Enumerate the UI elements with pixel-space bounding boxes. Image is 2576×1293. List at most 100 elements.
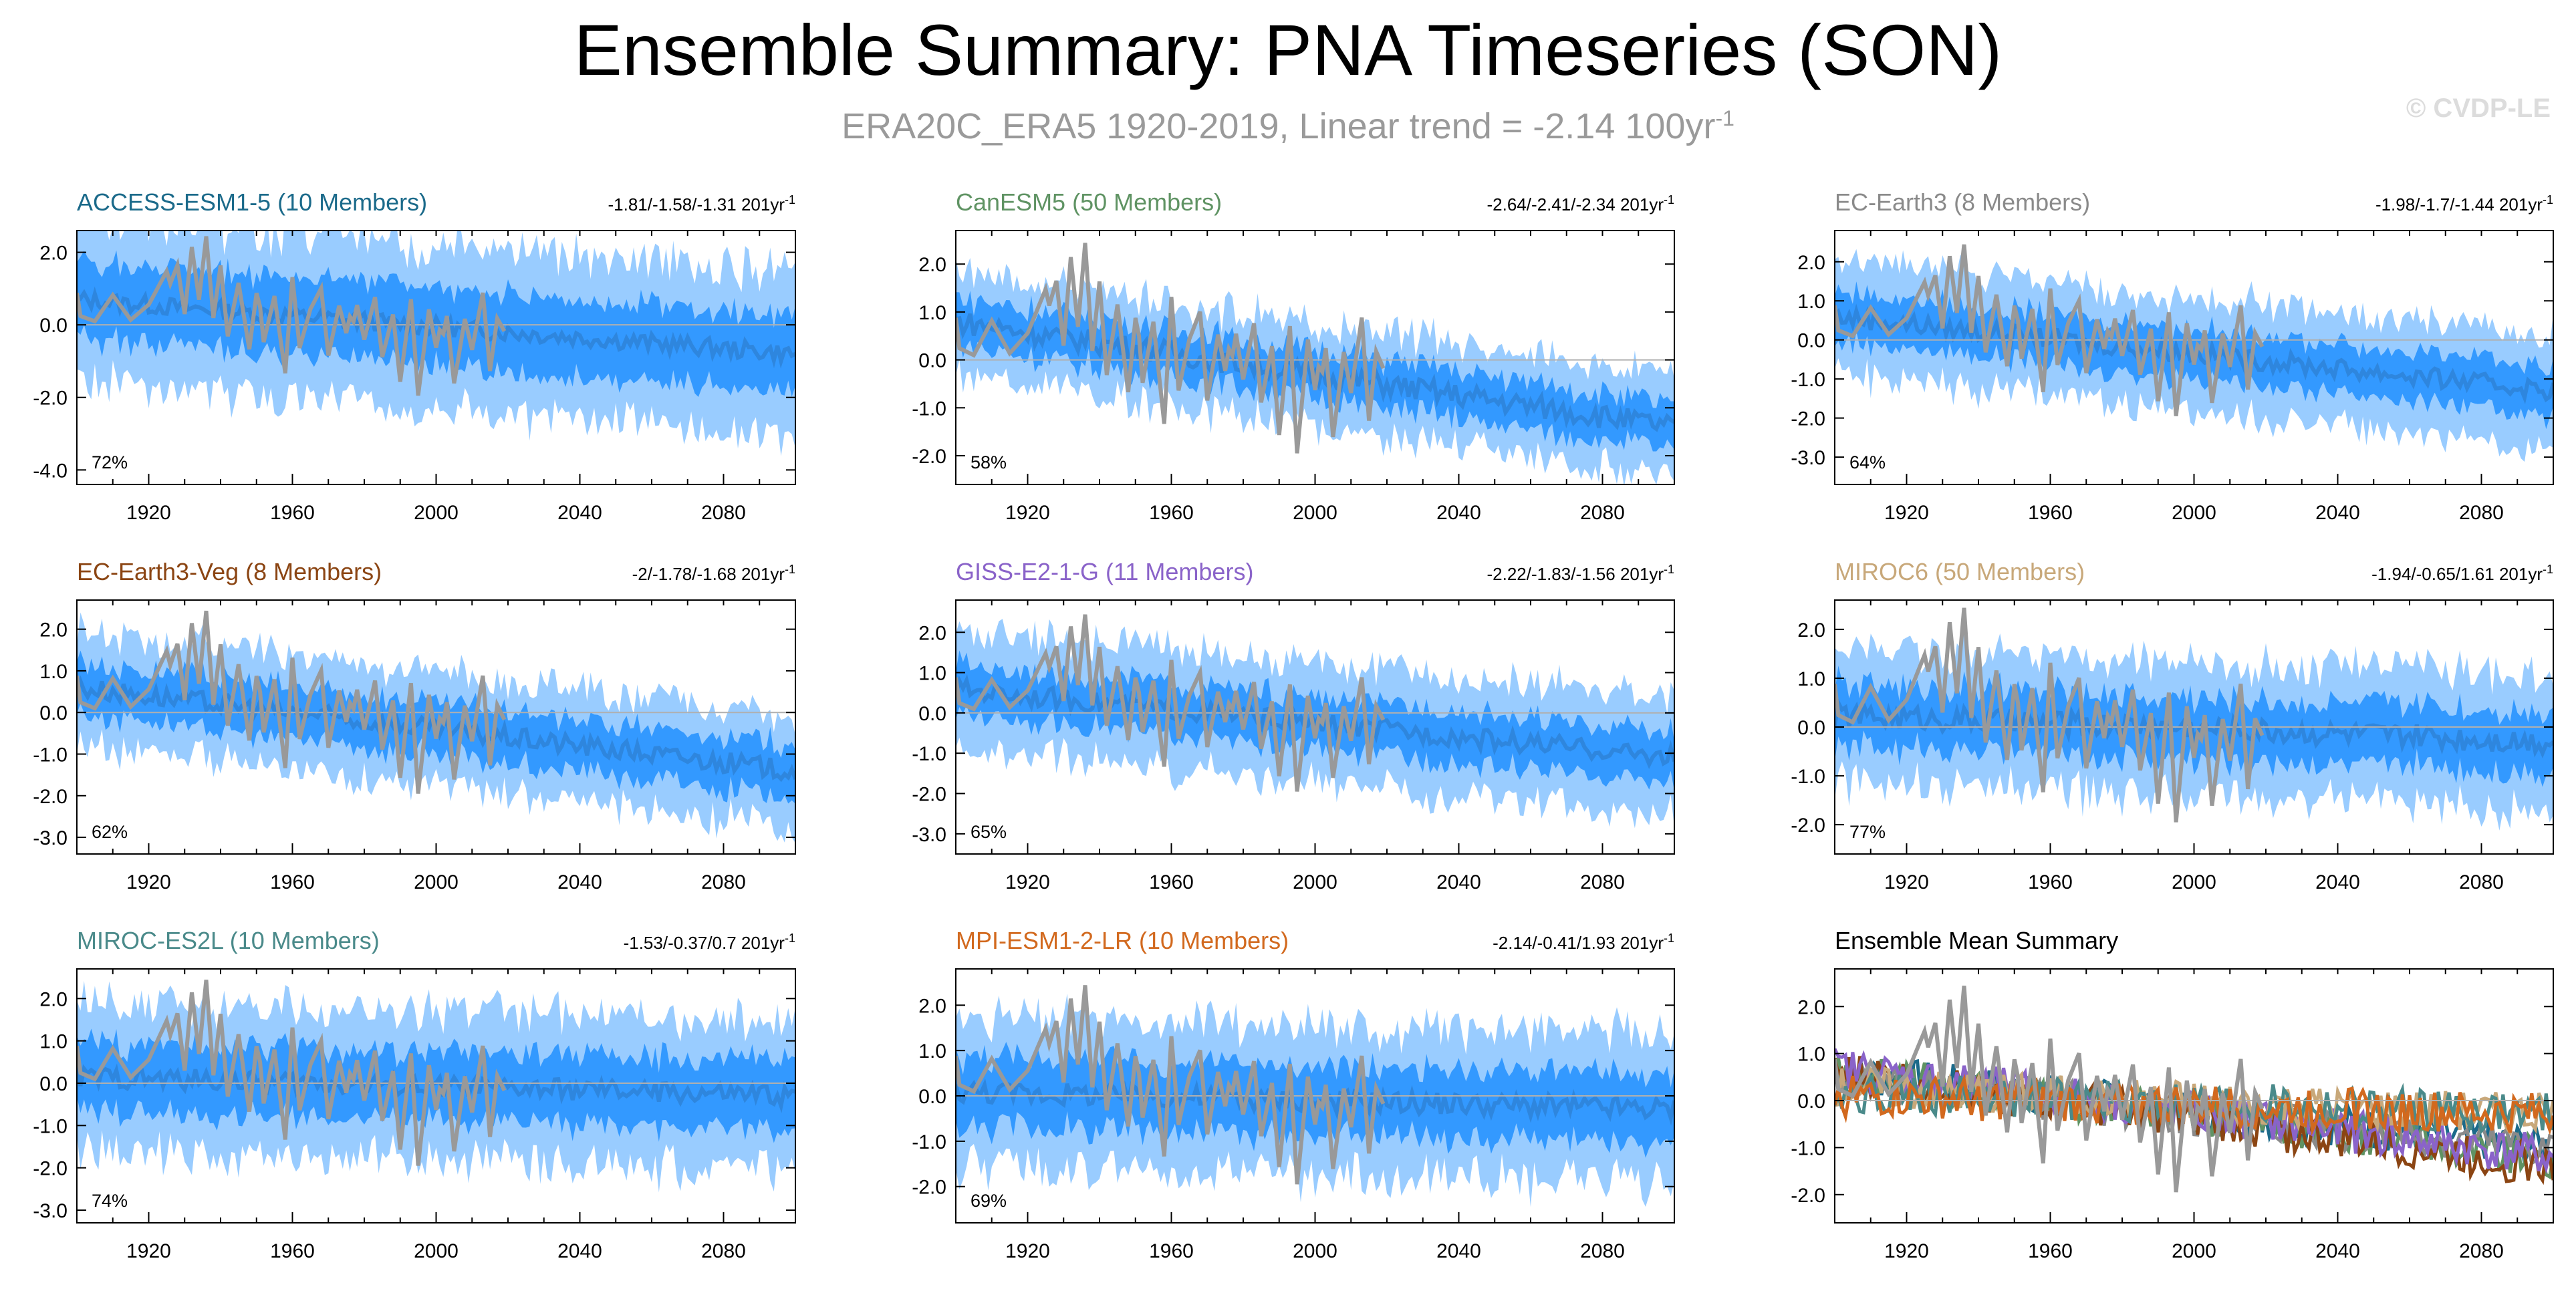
trend-label-sup: -1 bbox=[1664, 563, 1674, 576]
plot-area bbox=[1835, 244, 2553, 462]
x-tick-label: 1920 bbox=[1005, 502, 1050, 524]
x-tick-label: 1960 bbox=[2028, 871, 2073, 893]
panel-trend-label: -2.14/-0.41/1.93 201yr-1 bbox=[1493, 931, 1674, 953]
y-tick-label: -3.0 bbox=[1791, 447, 1825, 469]
y-tick-label: 1.0 bbox=[1797, 1044, 1825, 1066]
y-tick-label: -2.0 bbox=[912, 784, 946, 806]
ensemble-mean-series bbox=[1835, 1074, 2553, 1137]
y-tick-label: -1.0 bbox=[1791, 1137, 1825, 1159]
x-tick-label: 1960 bbox=[2028, 1240, 2073, 1262]
panel-ensemble-mean-summary: Ensemble Mean Summary 2.0 1.0 0.0 -1.0 -2.0 19… bbox=[1791, 927, 2554, 1262]
panel-title: MIROC6 (50 Members) bbox=[1835, 558, 2085, 585]
x-tick-label: 2080 bbox=[2459, 502, 2504, 524]
x-tick-label: 2000 bbox=[2172, 871, 2216, 893]
x-tick-label: 1920 bbox=[126, 1240, 171, 1262]
observed-line bbox=[77, 236, 507, 396]
main-title: Ensemble Summary: PNA Timeseries (SON) bbox=[573, 9, 2003, 90]
y-tick-label: -1.0 bbox=[1791, 766, 1825, 788]
cvdp-watermark: © CVDP-LE bbox=[2406, 94, 2551, 123]
percent-label: 58% bbox=[971, 452, 1007, 472]
x-tick-label: 1920 bbox=[1884, 871, 1929, 893]
x-tick-label: 1960 bbox=[1149, 871, 1194, 893]
x-tick-label: 1920 bbox=[126, 871, 171, 893]
panel-title: ACCESS-ESM1-5 (10 Members) bbox=[77, 188, 427, 216]
x-tick-label: 2040 bbox=[2315, 871, 2360, 893]
y-tick-label: -1.0 bbox=[912, 1131, 946, 1153]
y-tick-label: -2.0 bbox=[1791, 1185, 1825, 1207]
x-tick-label: 2040 bbox=[1436, 502, 1481, 524]
panel-ec-earth3: EC-Earth3 (8 Members) -1.98/-1.7/-1.44 20… bbox=[1791, 188, 2554, 524]
percent-label: 69% bbox=[971, 1191, 1007, 1211]
x-tick-label: 1960 bbox=[1149, 502, 1194, 524]
plot-area bbox=[1835, 986, 2553, 1193]
observed-line bbox=[1835, 607, 2265, 823]
observed-line bbox=[1835, 986, 2265, 1193]
trend-label-sup: -1 bbox=[785, 931, 795, 945]
x-tick-label: 1920 bbox=[1005, 1240, 1050, 1262]
x-tick-label: 2040 bbox=[1436, 1240, 1481, 1262]
y-tick-label: 1.0 bbox=[39, 1031, 68, 1053]
x-tick-label: 2040 bbox=[2315, 1240, 2360, 1262]
y-tick-label: 2.0 bbox=[918, 622, 946, 644]
y-tick-label: 0.0 bbox=[918, 703, 946, 725]
ensemble-mean-line bbox=[956, 313, 1674, 432]
ensemble-mean-line bbox=[956, 674, 1674, 769]
x-tick-label: 2000 bbox=[414, 502, 459, 524]
panel-giss-e2-1-g: GISS-E2-1-G (11 Members) -2.22/-1.83/-1.5… bbox=[912, 558, 1675, 893]
y-tick-label: -4.0 bbox=[33, 460, 68, 482]
panel-trend-label: -1.53/-0.37/0.7 201yr-1 bbox=[624, 931, 795, 953]
y-tick-label: 2.0 bbox=[1797, 619, 1825, 641]
y-tick-label: 2.0 bbox=[39, 988, 68, 1010]
x-tick-label: 2080 bbox=[2459, 1240, 2504, 1262]
panel-trend-label: -1.81/-1.58/-1.31 201yr-1 bbox=[608, 193, 795, 214]
trend-label-text: -1.81/-1.58/-1.31 201yr bbox=[608, 194, 785, 214]
ensemble-mean-line bbox=[77, 675, 795, 782]
trend-label-sup: -1 bbox=[2543, 563, 2553, 576]
subtitle-text: ERA20C_ERA5 1920-2019, Linear trend = -2… bbox=[842, 106, 1716, 146]
y-tick-label: -2.0 bbox=[33, 1158, 68, 1180]
trend-label-text: -1.94/-0.65/1.61 201yr bbox=[2371, 564, 2543, 584]
y-tick-label: 0.0 bbox=[918, 1086, 946, 1108]
trend-label-text: -1.53/-0.37/0.7 201yr bbox=[624, 933, 785, 953]
trend-label-sup: -1 bbox=[785, 193, 795, 206]
panel-access-esm1-5: ACCESS-ESM1-5 (10 Members) -1.81/-1.58/-1… bbox=[33, 188, 796, 524]
x-tick-label: 2000 bbox=[1293, 502, 1337, 524]
panel-title: MPI-ESM1-2-LR (10 Members) bbox=[956, 927, 1289, 954]
y-tick-label: 0.0 bbox=[1797, 717, 1825, 739]
subtitle: ERA20C_ERA5 1920-2019, Linear trend = -2… bbox=[0, 95, 2576, 150]
panel-title: GISS-E2-1-G (11 Members) bbox=[956, 558, 1253, 585]
observed-line bbox=[956, 243, 1386, 454]
plot-area bbox=[77, 231, 795, 456]
panel-trend-label: -1.94/-0.65/1.61 201yr-1 bbox=[2371, 563, 2553, 584]
x-tick-label: 1920 bbox=[126, 502, 171, 524]
y-tick-label: -1.0 bbox=[1791, 369, 1825, 391]
panel-miroc6: MIROC6 (50 Members) -1.94/-0.65/1.61 201y… bbox=[1791, 558, 2554, 893]
observed-line bbox=[77, 980, 507, 1166]
x-tick-label: 2040 bbox=[557, 1240, 602, 1262]
observed-line bbox=[77, 610, 507, 794]
y-tick-label: 2.0 bbox=[1797, 996, 1825, 1018]
y-tick-label: 1.0 bbox=[1797, 291, 1825, 313]
y-tick-label: -2.0 bbox=[33, 786, 68, 808]
y-tick-label: 0.0 bbox=[918, 350, 946, 372]
plot-area bbox=[956, 614, 1674, 829]
percent-label: 77% bbox=[1849, 822, 1886, 842]
ensemble-mean-line bbox=[956, 1079, 1674, 1126]
plot-area bbox=[77, 980, 795, 1193]
y-tick-label: -3.0 bbox=[912, 824, 946, 846]
panel-title: MIROC-ES2L (10 Members) bbox=[77, 927, 380, 954]
x-tick-label: 1960 bbox=[270, 1240, 315, 1262]
y-tick-label: 2.0 bbox=[918, 995, 946, 1017]
panel-miroc-es2l: MIROC-ES2L (10 Members) -1.53/-0.37/0.7 2… bbox=[33, 927, 796, 1262]
observed-line bbox=[956, 985, 1386, 1185]
y-tick-label: 2.0 bbox=[39, 619, 68, 641]
trend-label-sup: -1 bbox=[2543, 193, 2553, 206]
y-tick-label: -2.0 bbox=[912, 446, 946, 468]
y-tick-label: 0.0 bbox=[39, 1073, 68, 1095]
x-tick-label: 2000 bbox=[1293, 1240, 1337, 1262]
panel-trend-label: -2/-1.78/-1.68 201yr-1 bbox=[632, 563, 795, 584]
observed-line bbox=[1835, 244, 2265, 416]
y-tick-label: 1.0 bbox=[918, 302, 946, 324]
y-tick-label: -1.0 bbox=[33, 744, 68, 766]
